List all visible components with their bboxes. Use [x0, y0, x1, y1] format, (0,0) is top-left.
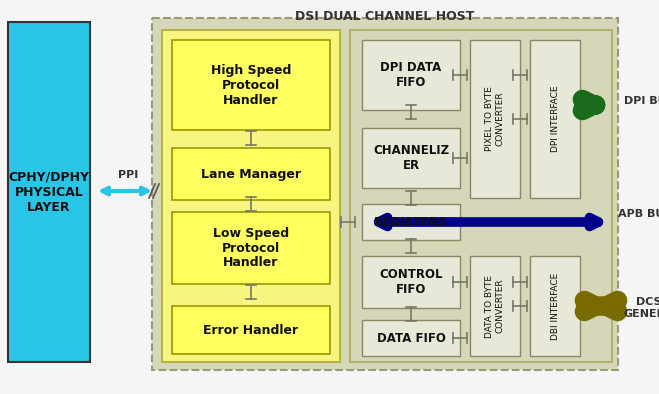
Bar: [362, 204, 460, 240]
Bar: [162, 30, 340, 362]
Text: PIXEL TO BYTE
CONVERTER: PIXEL TO BYTE CONVERTER: [485, 87, 505, 151]
Bar: [530, 40, 580, 198]
Text: CHANNELIZ
ER: CHANNELIZ ER: [373, 144, 449, 172]
Bar: [362, 40, 460, 110]
Text: DBI INTERFACE: DBI INTERFACE: [550, 272, 559, 340]
Text: Low Speed
Protocol
Handler: Low Speed Protocol Handler: [213, 227, 289, 269]
Text: DCS/
GENERIC: DCS/ GENERIC: [624, 297, 659, 319]
Bar: [362, 320, 460, 356]
Bar: [530, 256, 580, 356]
Text: DPI INTERFACE: DPI INTERFACE: [550, 86, 559, 152]
Bar: [470, 40, 520, 198]
Text: CONTROL
FIFO: CONTROL FIFO: [379, 268, 443, 296]
Bar: [8, 22, 90, 362]
Text: Error Handler: Error Handler: [204, 323, 299, 336]
Bar: [172, 40, 330, 130]
Bar: [172, 306, 330, 354]
Text: DATA FIFO: DATA FIFO: [376, 331, 445, 344]
Bar: [350, 30, 612, 362]
Text: DPI DATA
FIFO: DPI DATA FIFO: [380, 61, 442, 89]
Text: REGISTERS: REGISTERS: [374, 216, 447, 229]
Text: CPHY/DPHY
PHYSICAL
LAYER: CPHY/DPHY PHYSICAL LAYER: [9, 171, 90, 214]
Text: High Speed
Protocol
Handler: High Speed Protocol Handler: [211, 63, 291, 106]
Bar: [362, 128, 460, 188]
Bar: [152, 18, 618, 370]
Text: APB BUS: APB BUS: [618, 209, 659, 219]
Bar: [172, 212, 330, 284]
Text: DPI BUS: DPI BUS: [624, 96, 659, 106]
Bar: [470, 256, 520, 356]
Text: DSI DUAL CHANNEL HOST: DSI DUAL CHANNEL HOST: [295, 10, 474, 23]
Text: DATA TO BYTE
CONVERTER: DATA TO BYTE CONVERTER: [485, 275, 505, 338]
Bar: [362, 256, 460, 308]
Bar: [172, 148, 330, 200]
Text: Lane Manager: Lane Manager: [201, 167, 301, 180]
Text: PPI: PPI: [118, 170, 138, 180]
